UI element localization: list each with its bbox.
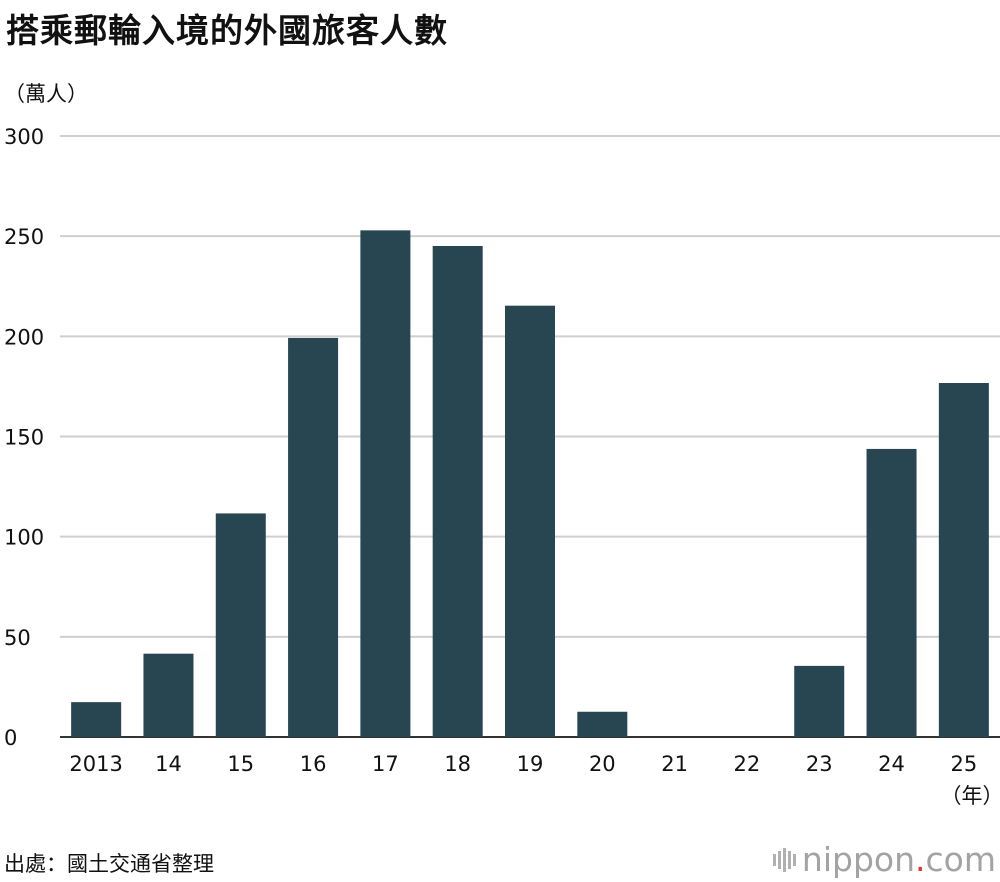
x-tick-label: 19 bbox=[517, 752, 544, 776]
bar bbox=[215, 513, 266, 737]
x-tick-label: 24 bbox=[878, 752, 905, 776]
y-tick-label: 50 bbox=[4, 626, 31, 650]
x-tick-label: 14 bbox=[155, 752, 182, 776]
y-tick-label: 150 bbox=[4, 426, 44, 450]
chart-title: 搭乘郵輪入境的外國旅客人數 bbox=[6, 11, 448, 50]
bar bbox=[938, 383, 989, 737]
y-tick-label: 0 bbox=[4, 726, 17, 750]
x-tick-label: 20 bbox=[589, 752, 616, 776]
x-tick-label: 2013 bbox=[69, 752, 122, 776]
logo-mark-icon bbox=[772, 847, 796, 873]
bar bbox=[71, 702, 122, 737]
y-axis-unit-label: （萬人） bbox=[4, 82, 88, 106]
bar bbox=[794, 665, 845, 737]
x-tick-label: 16 bbox=[300, 752, 327, 776]
bar bbox=[360, 230, 411, 737]
nippon-logo: nippon.com bbox=[772, 840, 996, 879]
x-axis-unit-label: （年） bbox=[941, 784, 1000, 808]
logo-text: nippon.com bbox=[801, 840, 996, 879]
bars bbox=[71, 230, 989, 737]
bar bbox=[143, 653, 194, 737]
bar bbox=[432, 245, 483, 737]
y-tick-label: 250 bbox=[4, 225, 44, 249]
x-tick-label: 22 bbox=[734, 752, 761, 776]
y-tick-label: 200 bbox=[4, 325, 44, 349]
axis-labels: 0 50 100 150 200 250 300 2013 14 15 16 17 18 19 20 21 22… bbox=[4, 125, 1000, 808]
bar bbox=[288, 337, 339, 737]
x-tick-label: 21 bbox=[661, 752, 688, 776]
x-tick-label: 18 bbox=[444, 752, 471, 776]
bar-chart: 0 50 100 150 200 250 300 2013 14 15 16 17 18 19 20 21 22… bbox=[4, 125, 1000, 808]
x-tick-label: 15 bbox=[227, 752, 254, 776]
y-tick-label: 100 bbox=[4, 526, 44, 550]
bar bbox=[866, 448, 917, 737]
y-tick-label: 300 bbox=[4, 125, 44, 149]
x-tick-label: 25 bbox=[950, 752, 977, 776]
source-note: 出處：國土交通省整理 bbox=[4, 852, 214, 876]
bar bbox=[577, 711, 628, 737]
bar bbox=[505, 305, 555, 737]
x-tick-label: 23 bbox=[806, 752, 833, 776]
x-tick-label: 17 bbox=[372, 752, 399, 776]
